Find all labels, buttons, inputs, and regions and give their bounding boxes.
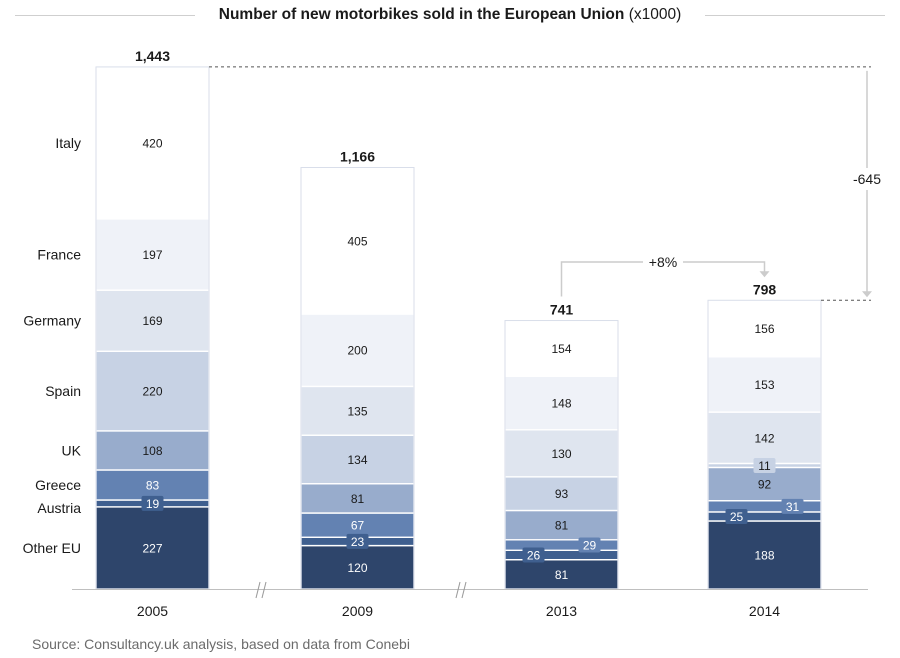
chart-title: Number of new motorbikes sold in the Eur… xyxy=(205,6,695,24)
legend-label-italy: Italy xyxy=(55,135,81,151)
bar-segment-2013-austria xyxy=(504,549,619,561)
data-label-badge-2014-spain xyxy=(753,457,776,473)
bar-segment-2005-uk xyxy=(95,430,210,471)
data-label-2009-italy: 405 xyxy=(347,234,367,248)
data-label-badge-2013-greece xyxy=(578,537,601,553)
data-label-2013-austria: 26 xyxy=(527,548,541,562)
axis-break-1-a xyxy=(255,581,261,599)
difference-label: -645 xyxy=(853,171,881,187)
growth-label-bg xyxy=(643,252,683,272)
data-label-2014-spain: 11 xyxy=(758,459,771,473)
data-label-badge-2005-austria xyxy=(141,495,164,511)
x-tick-label-2009: 2009 xyxy=(342,603,373,619)
data-label-2005-austria: 19 xyxy=(146,497,160,511)
data-label-2014-austria: 25 xyxy=(730,510,744,524)
data-label-2005-france: 197 xyxy=(142,248,162,262)
data-label-2014-germany: 142 xyxy=(754,431,774,445)
bar-segment-2009-france xyxy=(300,313,415,388)
bar-segment-2014-france xyxy=(707,356,822,413)
data-label-2005-spain: 220 xyxy=(142,385,162,399)
legend-label-uk: UK xyxy=(62,442,82,458)
bar-segment-2009-spain xyxy=(300,434,415,485)
data-label-badge-2013-austria xyxy=(522,547,545,563)
bar-segment-2009-uk xyxy=(300,483,415,514)
data-label-2005-greece: 83 xyxy=(146,478,160,492)
total-label-2014: 798 xyxy=(753,281,777,297)
legend-label-other-eu: Other EU xyxy=(23,540,81,556)
total-label-2013: 741 xyxy=(550,302,574,318)
source-note: Source: Consultancy.uk analysis, based o… xyxy=(32,636,410,652)
data-label-2009-austria: 23 xyxy=(351,535,365,549)
axis-break-1-b xyxy=(261,581,267,599)
data-label-2014-italy: 156 xyxy=(754,322,774,336)
data-label-2014-uk: 92 xyxy=(758,478,772,492)
chart-title-unit: (x1000) xyxy=(628,6,682,23)
data-label-2013-germany: 130 xyxy=(551,447,571,461)
axis-break-2-b xyxy=(461,581,467,599)
data-label-2013-spain: 93 xyxy=(555,487,569,501)
data-label-2009-france: 200 xyxy=(347,344,367,358)
data-label-2014-greece: 31 xyxy=(786,500,800,514)
bar-segment-2005-spain xyxy=(95,350,210,432)
total-label-2005: 1,443 xyxy=(135,48,170,64)
chart-title-bar: Number of new motorbikes sold in the Eur… xyxy=(0,4,900,26)
data-label-2014-france: 153 xyxy=(754,378,774,392)
bar-segment-2014-greece xyxy=(707,500,822,513)
data-label-2013-uk: 81 xyxy=(555,519,569,533)
data-label-badge-2009-austria xyxy=(346,533,369,549)
data-label-badge-2014-greece xyxy=(781,498,804,514)
bar-segment-2005-germany xyxy=(95,289,210,352)
legend-label-spain: Spain xyxy=(45,383,81,399)
bar-segment-2005-greece xyxy=(95,469,210,501)
bar-segment-2014-germany xyxy=(707,411,822,465)
legend-label-france: France xyxy=(37,247,81,263)
growth-label: +8% xyxy=(649,254,677,270)
data-label-2014-other-eu: 188 xyxy=(754,548,774,562)
data-label-2005-other-eu: 227 xyxy=(142,541,162,555)
data-label-2009-spain: 134 xyxy=(347,453,367,467)
data-label-2009-germany: 135 xyxy=(347,404,367,418)
data-label-badge-2014-austria xyxy=(725,508,748,524)
bar-segment-2013-greece xyxy=(504,539,619,551)
bar-segment-2014-austria xyxy=(707,511,822,522)
growth-arrowhead xyxy=(759,271,770,278)
legend-label-germany: Germany xyxy=(23,313,81,329)
bar-segment-2005-other-eu xyxy=(95,506,210,590)
legend-label-austria: Austria xyxy=(37,500,81,516)
data-label-2009-other-eu: 120 xyxy=(347,561,367,575)
data-label-2013-other-eu: 81 xyxy=(555,568,569,582)
bar-segment-2009-italy xyxy=(300,166,415,315)
data-label-2013-france: 148 xyxy=(551,397,571,411)
data-label-2005-uk: 108 xyxy=(142,444,162,458)
bar-segment-2013-france xyxy=(504,375,619,431)
x-tick-label-2005: 2005 xyxy=(137,603,168,619)
x-tick-label-2014: 2014 xyxy=(749,603,780,619)
chart-title-main: Number of new motorbikes sold in the Eur… xyxy=(218,6,625,23)
x-tick-label-2013: 2013 xyxy=(546,603,577,619)
data-label-2005-germany: 169 xyxy=(142,314,162,328)
bar-segment-2005-france xyxy=(95,218,210,291)
data-label-2013-greece: 29 xyxy=(583,539,597,553)
data-label-2009-greece: 67 xyxy=(351,519,365,533)
title-rule-right xyxy=(705,15,885,16)
data-label-2013-italy: 154 xyxy=(551,342,571,356)
data-label-2009-uk: 81 xyxy=(351,492,365,506)
total-label-2009: 1,166 xyxy=(340,149,375,165)
axis-break-2-a xyxy=(455,581,461,599)
difference-arrowhead xyxy=(862,291,872,298)
title-rule-left xyxy=(15,15,195,16)
data-label-2005-italy: 420 xyxy=(142,136,162,150)
legend-label-greece: Greece xyxy=(35,477,81,493)
difference-label-bg xyxy=(846,168,888,190)
